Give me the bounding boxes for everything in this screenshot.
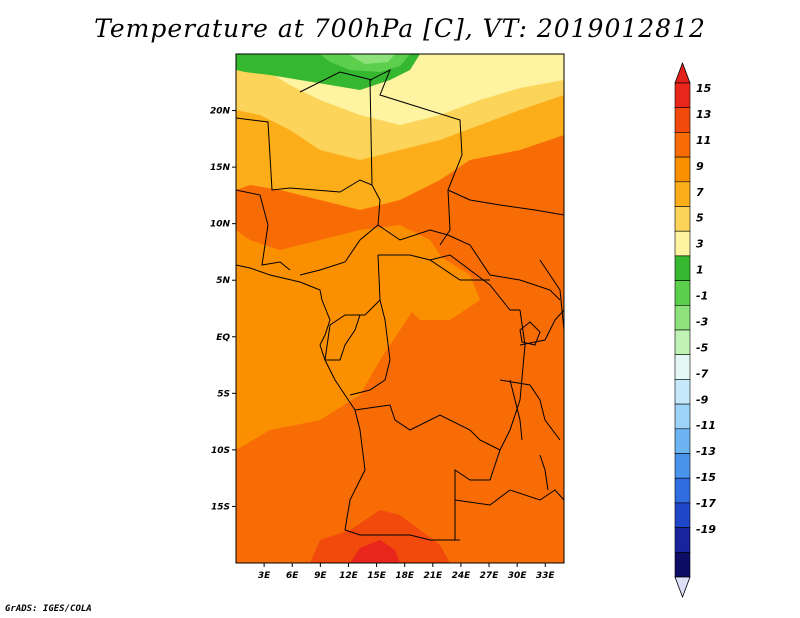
lon-label: 21E [423, 571, 443, 581]
country-borders [236, 68, 564, 541]
colorbar-label: 11 [696, 134, 711, 147]
colorbar-label: 13 [696, 108, 712, 121]
lakes [509, 321, 549, 491]
lon-label: 9E [314, 571, 327, 581]
colorbar-label: -15 [696, 471, 716, 484]
temp-zone-11-13 [236, 105, 564, 563]
colorbar-swatch [674, 453, 691, 479]
colorbar-swatch [674, 379, 691, 405]
coastline [236, 264, 356, 411]
temp-zone-below-1b [348, 54, 395, 64]
colorbar-label: -17 [696, 497, 716, 510]
latitude-axis: 20N 15N 10N 5N EQ 5S 10S 15S [210, 107, 236, 512]
colorbar-label: -19 [696, 523, 716, 536]
lon-label: 27E [480, 571, 500, 581]
lon-label: 12E [339, 571, 359, 581]
colorbar-swatch [674, 477, 691, 504]
lat-label: 20N [210, 107, 231, 117]
colorbar-label: 15 [696, 82, 712, 95]
colorbar-label: 1 [696, 264, 704, 277]
lat-label: 5S [217, 389, 230, 399]
colorbar-swatch [674, 527, 691, 553]
lat-label: 15S [211, 502, 230, 512]
lon-label: 33E [536, 571, 556, 581]
lat-label: 5N [216, 276, 230, 286]
colorbar-label: -7 [696, 367, 709, 380]
colorbar-label: 9 [696, 160, 704, 173]
colorbar-swatch [674, 132, 691, 158]
grads-credit: GrADS: IGES/COLA [5, 604, 92, 614]
colorbar-swatch [674, 403, 691, 430]
colorbar-swatch [674, 82, 691, 109]
colorbar-bottom-arrow [674, 576, 691, 599]
colorbar-swatch [674, 107, 691, 133]
lon-label: 3E [258, 571, 271, 581]
temp-zone-9-11-center [380, 250, 480, 320]
lon-label: 15E [367, 571, 387, 581]
colorbar-label: 5 [696, 212, 704, 225]
lat-label: 10S [211, 446, 230, 456]
lat-label: EQ [216, 333, 230, 343]
lon-label: 30E [508, 571, 528, 581]
lon-label: 24E [452, 571, 472, 581]
temperature-field [236, 54, 564, 563]
colorbar-swatch [674, 502, 691, 528]
colorbar: 15 13 11 9 7 5 3 1 -1 -3 -5 -7 -9 -11 -13 -15 -17 -19 [674, 61, 716, 599]
colorbar-swatch [674, 304, 691, 331]
colorbar-swatch [674, 329, 691, 356]
colorbar-swatch [674, 230, 691, 257]
temp-zone-9-11-west [236, 262, 370, 440]
lon-label: 18E [395, 571, 415, 581]
colorbar-label: -3 [696, 315, 709, 328]
colorbar-label: -11 [696, 419, 716, 432]
colorbar-label: -9 [696, 393, 709, 406]
colorbar-swatch [674, 428, 691, 454]
colorbar-swatch [674, 280, 691, 306]
colorbar-swatch [674, 354, 691, 380]
colorbar-swatch [674, 181, 691, 207]
colorbar-label: 3 [696, 238, 704, 251]
temp-zone-13-15 [310, 510, 450, 563]
colorbar-label: -1 [696, 290, 708, 303]
lon-label: 6E [286, 571, 299, 581]
lat-label: 10N [210, 220, 231, 230]
colorbar-label: -5 [696, 341, 709, 354]
longitude-axis: 3E 6E 9E 12E 15E 18E 21E 24E 27E 30E 33E [258, 563, 556, 581]
temp-zone-15 [350, 540, 400, 563]
colorbar-label: -13 [696, 445, 716, 458]
colorbar-label: 7 [696, 186, 704, 199]
colorbar-swatch [674, 255, 691, 281]
colorbar-swatch [674, 156, 691, 183]
lat-label: 15N [210, 163, 231, 173]
map-title: Temperature at 700hPa [C], VT: 201901281… [94, 14, 706, 43]
map-frame [235, 53, 565, 564]
colorbar-swatch [674, 206, 691, 232]
colorbar-swatch [674, 551, 691, 578]
colorbar-top-arrow [674, 61, 691, 84]
